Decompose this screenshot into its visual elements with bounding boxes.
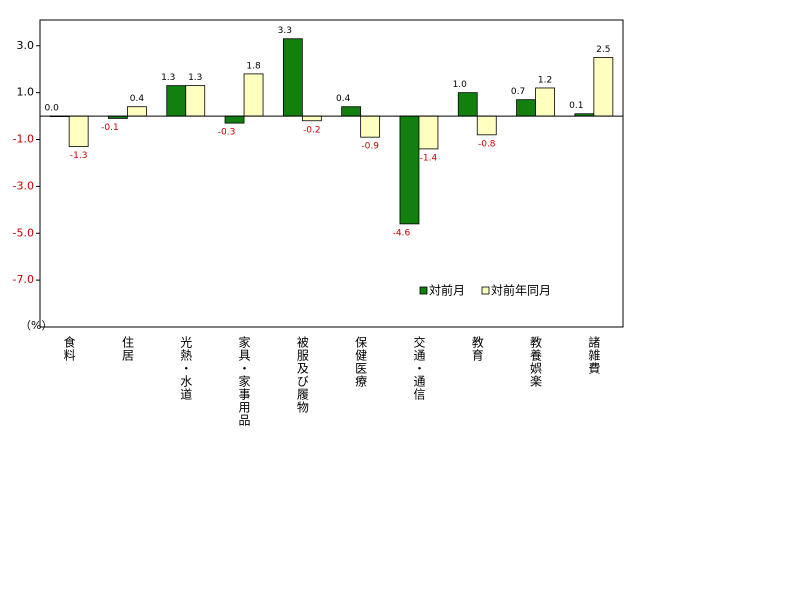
bar <box>68 115 89 147</box>
bar <box>127 106 147 117</box>
x-tick-label: 諸雑費 <box>587 335 601 375</box>
value-label: 0.4 <box>336 94 351 104</box>
legend-label: 対前年同月 <box>491 283 551 298</box>
x-tick-label: 食料 <box>62 335 76 362</box>
value-label: -4.6 <box>393 228 411 238</box>
x-tick-label: 光熱・水道 <box>179 336 193 401</box>
value-label: 0.0 <box>44 104 59 114</box>
value-label: 1.3 <box>161 73 175 83</box>
value-label: 0.1 <box>569 101 583 111</box>
bar <box>301 115 322 122</box>
value-label: 1.0 <box>453 80 468 90</box>
value-label: 3.3 <box>278 26 292 36</box>
bar <box>243 73 264 117</box>
value-label: 0.4 <box>130 94 145 104</box>
bar <box>166 85 187 117</box>
bar <box>418 115 439 150</box>
y-tick-label: 3.0 <box>17 39 35 52</box>
bar <box>341 106 362 117</box>
value-label: -0.8 <box>478 139 496 149</box>
value-label: -1.4 <box>420 153 438 163</box>
y-tick-label: 1.0 <box>17 86 35 99</box>
plot-frame <box>39 19 624 328</box>
bar <box>399 115 420 225</box>
bar <box>282 38 303 117</box>
value-label: 0.7 <box>511 87 525 97</box>
x-tick-label: 住居 <box>120 336 134 362</box>
x-tick-label: 教養娯楽 <box>529 335 543 388</box>
x-tick-label: 教育 <box>470 335 484 362</box>
bar <box>476 115 497 136</box>
x-tick-label: 家具・家事用品 <box>237 335 251 427</box>
value-label: -0.9 <box>361 142 379 152</box>
y-tick-label: -7.0 <box>13 273 34 286</box>
value-label: -0.3 <box>218 128 236 138</box>
legend-label: 対前月 <box>429 283 465 298</box>
bar <box>593 57 614 117</box>
bar <box>516 99 536 117</box>
value-label: 1.2 <box>538 75 552 85</box>
bar <box>224 115 245 124</box>
legend-swatch <box>481 286 490 295</box>
bar <box>360 115 381 138</box>
value-label: 1.8 <box>246 61 261 71</box>
x-tick-label: 交通・通信 <box>412 335 426 401</box>
bar <box>185 85 206 117</box>
legend-swatch <box>419 286 428 295</box>
y-tick-label: -3.0 <box>13 179 34 192</box>
y-unit: （%） <box>20 319 52 332</box>
value-label: 2.5 <box>596 45 610 55</box>
value-label: -0.2 <box>303 125 321 135</box>
x-tick-label: 被服及び履物 <box>295 336 309 414</box>
value-label: 1.3 <box>188 73 202 83</box>
x-tick-label: 保健医療 <box>354 336 368 388</box>
y-tick-label: -5.0 <box>13 226 34 239</box>
bar <box>535 87 555 117</box>
bar <box>457 92 478 117</box>
y-tick-label: -1.0 <box>13 133 34 146</box>
value-label: -0.1 <box>101 123 119 133</box>
value-label: -1.3 <box>70 151 88 161</box>
